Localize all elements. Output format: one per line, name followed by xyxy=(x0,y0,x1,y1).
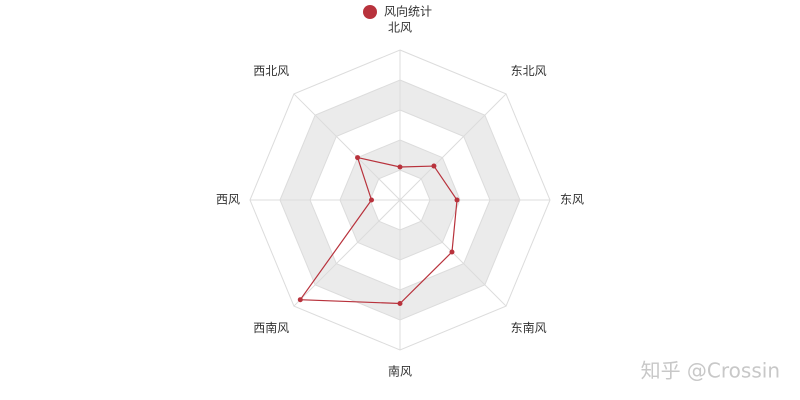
axis-label: 西北风 xyxy=(253,64,289,78)
axis-line xyxy=(293,93,401,201)
axis-label: 东南风 xyxy=(511,320,547,335)
axis-label: 南风 xyxy=(388,364,412,379)
data-point xyxy=(449,249,455,255)
watermark: 知乎 @Crossin xyxy=(641,359,780,383)
axis-label: 东风 xyxy=(560,193,584,207)
axis-label: 北风 xyxy=(388,21,412,35)
axis-line xyxy=(293,199,401,307)
data-point xyxy=(397,164,403,170)
axis-label: 东北风 xyxy=(511,64,547,78)
legend-marker[interactable] xyxy=(363,5,377,19)
data-point xyxy=(297,297,303,303)
data-point xyxy=(369,197,374,203)
axis-line xyxy=(399,93,507,201)
data-point xyxy=(397,301,403,306)
data-point xyxy=(454,197,460,203)
data-point xyxy=(355,155,361,161)
axis-label: 西风 xyxy=(216,193,240,207)
legend-label[interactable]: 风向统计 xyxy=(384,4,432,19)
axis-label: 西南风 xyxy=(253,320,289,335)
data-point xyxy=(431,163,437,169)
